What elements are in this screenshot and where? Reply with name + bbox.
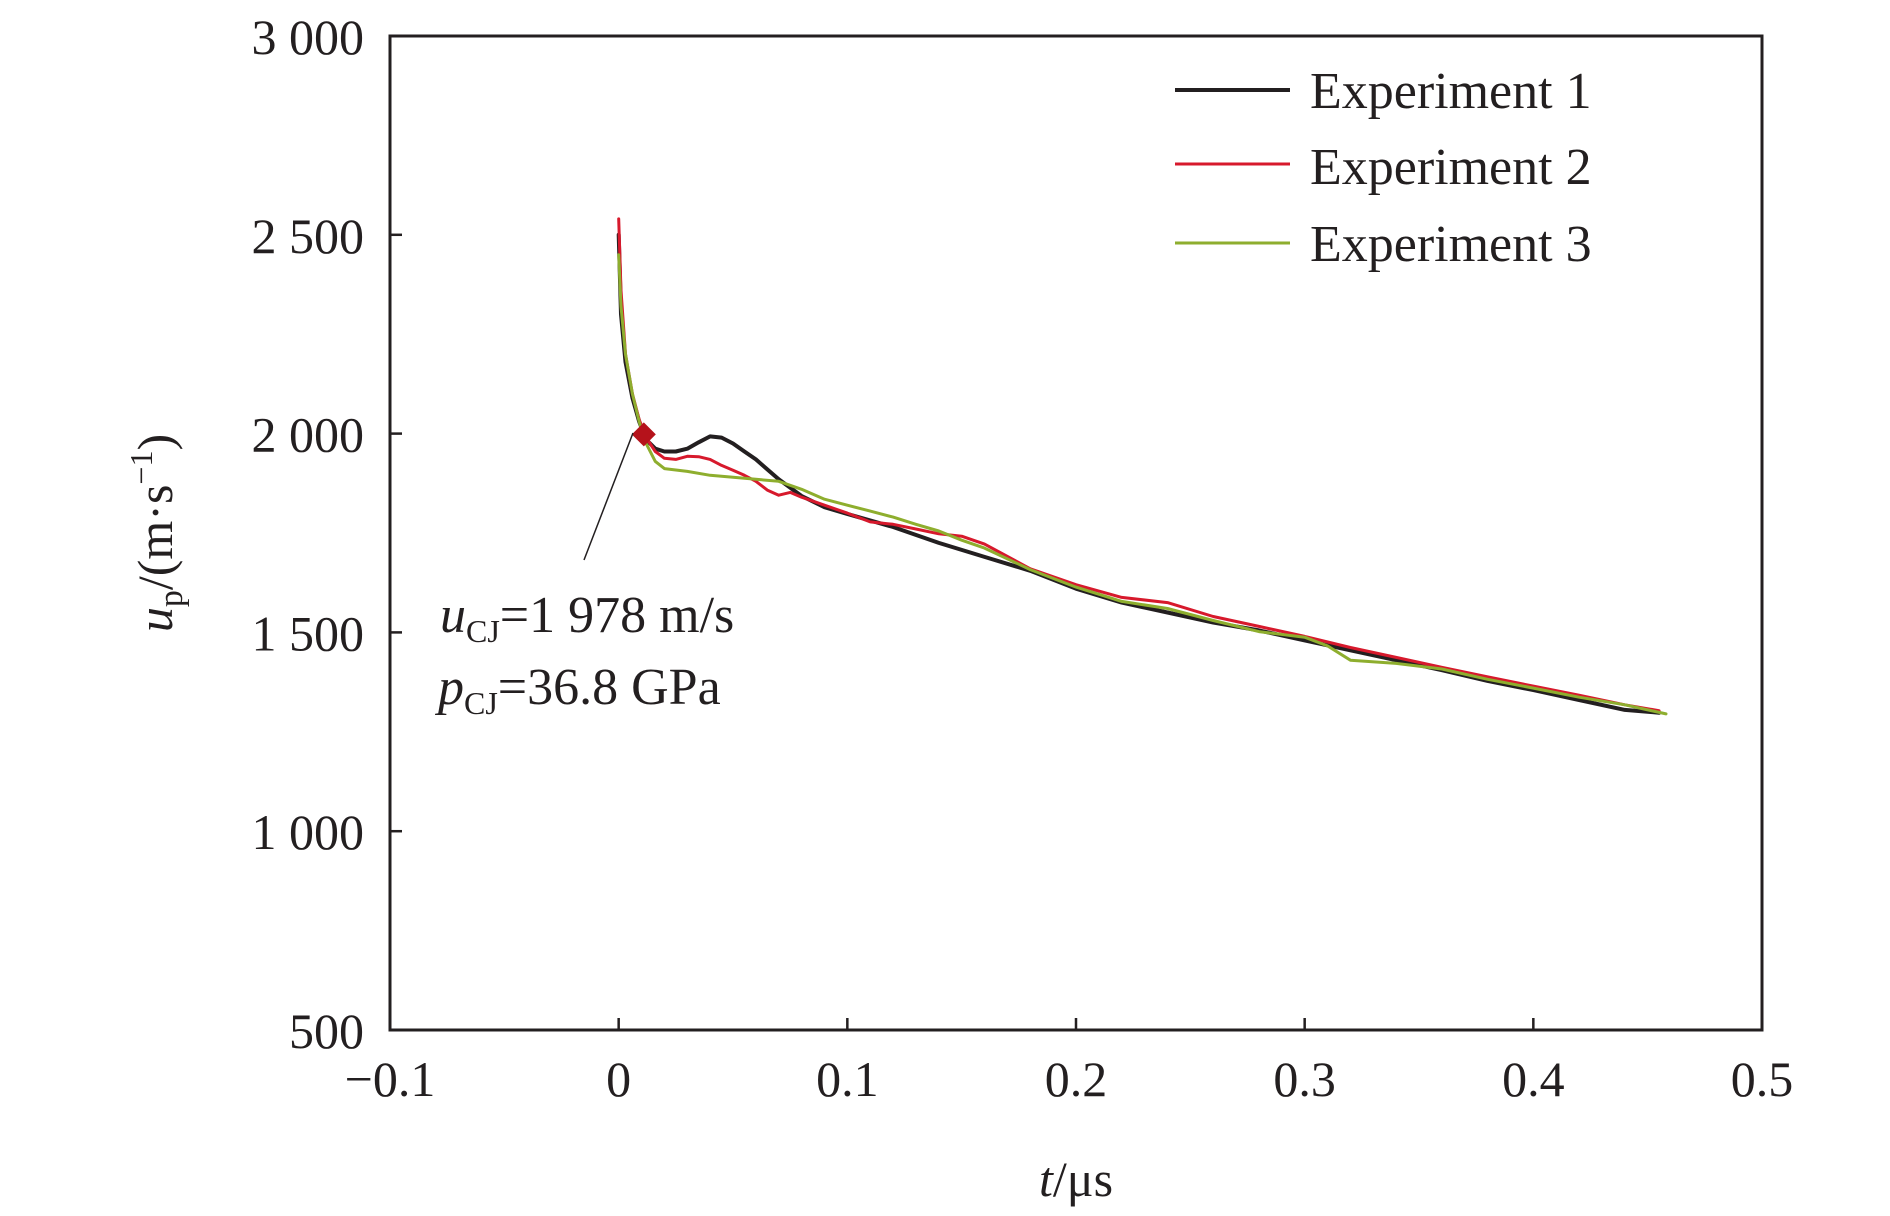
y-tick-label: 500 (289, 1003, 364, 1059)
cj-marker-group (631, 422, 656, 447)
y-axis-unit: /(m·s (127, 485, 183, 591)
x-tick-label: 0.3 (1273, 1051, 1336, 1107)
y-tick-label: 2 500 (252, 208, 365, 264)
y-tick-label: 1 000 (252, 804, 365, 860)
annotation-leader-line (583, 432, 634, 561)
x-axis-variable: t (1039, 1151, 1054, 1207)
x-tick-label: 0.2 (1045, 1051, 1108, 1107)
x-axis-label: t/μs (1039, 1151, 1113, 1207)
annotation-pcj-value: =36.8 GPa (498, 659, 721, 716)
annotation-pcj-subscript: CJ (464, 685, 498, 721)
legend-label-experiment-2: Experiment 2 (1310, 139, 1592, 196)
axis-tick-labels: −0.1 0 0.1 0.2 0.3 0.4 0.5 500 1 000 1 500 2 000 2 … (252, 9, 1794, 1107)
x-tick-label: 0.4 (1502, 1051, 1565, 1107)
series-line-experiment-2 (617, 217, 1661, 713)
x-tick-label: −0.1 (345, 1051, 436, 1107)
annotation-ucj-subscript: CJ (466, 613, 500, 649)
x-axis-unit: /μs (1053, 1151, 1113, 1207)
annotation-ucj-value: =1 978 m/s (500, 587, 734, 644)
axis-ticks (388, 34, 1764, 1032)
series-line-experiment-1 (616, 232, 1662, 715)
x-tick-label: 0 (606, 1051, 631, 1107)
y-axis-unit-superscript: −1 (123, 451, 159, 485)
series-line-experiment-3 (617, 253, 1668, 716)
annotation-ucj-variable: u (440, 587, 466, 644)
series-lines (616, 217, 1668, 716)
y-axis-subscript: p (153, 590, 190, 607)
legend-label-experiment-3: Experiment 3 (1310, 216, 1592, 273)
annotation-pcj-variable: p (434, 659, 464, 716)
y-tick-label: 1 500 (252, 605, 365, 661)
annotation-pcj: pCJ=36.8 GPa (434, 659, 721, 721)
cj-point-marker (631, 422, 656, 447)
y-axis-unit-close: ) (127, 434, 183, 451)
legend: Experiment 1 Experiment 2 Experiment 3 (1175, 63, 1592, 273)
y-tick-label: 2 000 (252, 407, 365, 463)
x-tick-label: 0.1 (816, 1051, 879, 1107)
annotation-ucj: uCJ=1 978 m/s (440, 587, 734, 649)
x-tick-label: 0.5 (1731, 1051, 1794, 1107)
y-axis-label: up/(m·s−1) (123, 434, 190, 632)
legend-label-experiment-1: Experiment 1 (1310, 63, 1592, 120)
y-tick-label: 3 000 (252, 9, 365, 65)
y-axis-variable: u (127, 607, 183, 632)
